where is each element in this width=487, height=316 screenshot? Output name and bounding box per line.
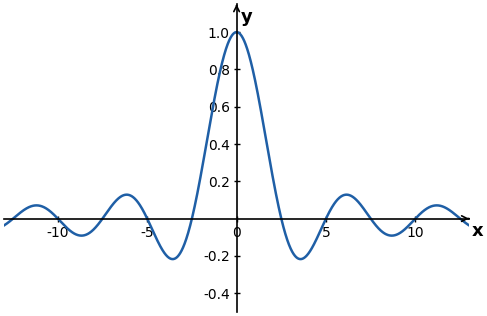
Text: y: y (241, 8, 253, 26)
Text: x: x (472, 222, 483, 240)
